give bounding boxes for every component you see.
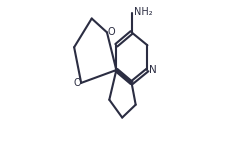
Text: NH₂: NH₂ — [134, 7, 153, 17]
Text: O: O — [73, 78, 81, 88]
Text: N: N — [149, 65, 157, 75]
Text: O: O — [108, 27, 115, 37]
